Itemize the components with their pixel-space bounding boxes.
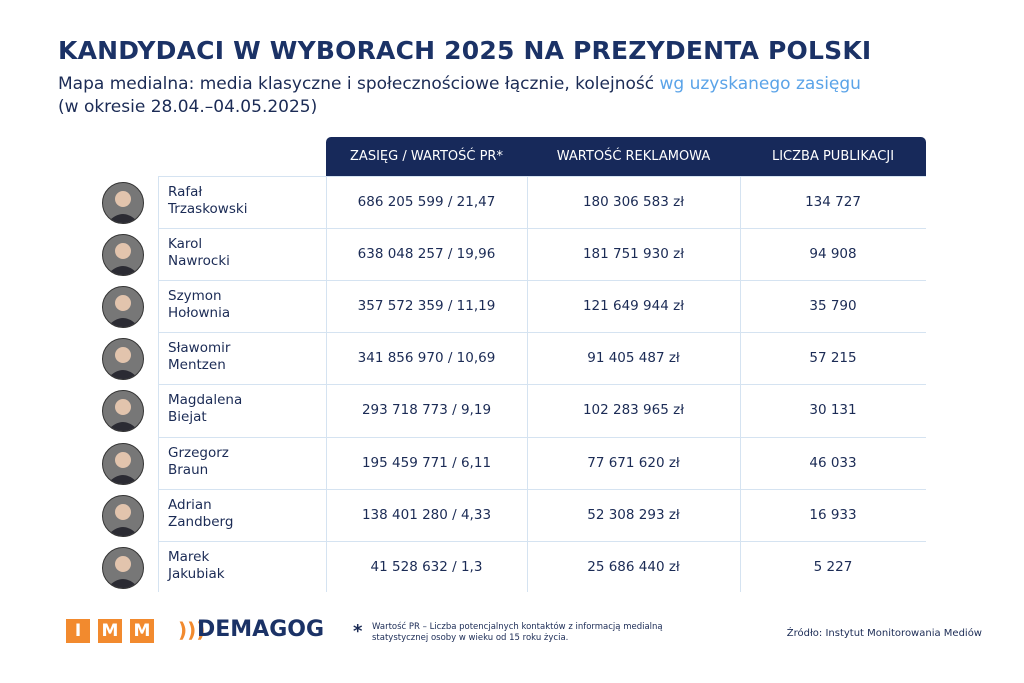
- cell: 30 131: [809, 402, 857, 419]
- row-line: [158, 488, 926, 490]
- first-name: Rafał: [168, 184, 203, 200]
- cell: 46 033: [809, 454, 857, 471]
- cell: 102 283 965 zł: [582, 402, 685, 419]
- cell: 138 401 280 / 4,33: [361, 506, 492, 523]
- cell: 195 459 771 / 6,11: [361, 454, 492, 471]
- cell: 121 649 944 zł: [582, 298, 685, 315]
- last-name: Biejat: [168, 409, 207, 426]
- cell: 25 686 440 zł: [587, 558, 680, 575]
- avatar-icon: [107, 295, 139, 328]
- last-name: Jakubiak: [168, 565, 225, 582]
- avatar: [102, 390, 144, 433]
- subtitle: Mapa medialna: media klasyczne i społecz…: [58, 74, 861, 94]
- column-line: [158, 176, 159, 592]
- avatar: [102, 546, 144, 589]
- first-name: Szymon: [168, 288, 222, 305]
- cell: 357 572 359 / 11,19: [357, 298, 496, 315]
- avatar-icon: [107, 399, 139, 432]
- row-line: [158, 384, 926, 386]
- avatar: [102, 234, 144, 277]
- demagog-logo: DEMAGOG: [197, 617, 325, 642]
- avatar: [102, 442, 144, 485]
- first-name: Karol: [168, 236, 203, 253]
- cell: 41 528 632 / 1,3: [370, 558, 483, 575]
- cell: 35 790: [809, 298, 857, 315]
- cell: 52 308 293 zł: [587, 506, 680, 523]
- demagog-icon: ))): [178, 618, 206, 642]
- candidate-name: Sławomir Mentzen: [168, 340, 230, 374]
- avatar-icon: [107, 555, 139, 588]
- candidate-name: Marek Jakubiak: [168, 549, 225, 583]
- candidate-name: Karol Nawrocki: [168, 236, 230, 270]
- last-name: Nawrocki: [168, 253, 230, 270]
- candidate-name: Adrian Zandberg: [168, 497, 233, 531]
- column-header: LICZBA PUBLIKACJI: [771, 149, 895, 164]
- cell: 57 215: [809, 350, 857, 367]
- column-line: [326, 176, 327, 592]
- candidate-name: Magdalena Biejat: [168, 392, 242, 426]
- first-name: Adrian: [168, 496, 212, 513]
- avatar-icon: [107, 191, 139, 223]
- cell: 180 306 583 zł: [582, 194, 685, 211]
- note-mark: *: [353, 621, 363, 642]
- cell: 293 718 773 / 9,19: [361, 402, 492, 419]
- imm-letter: M: [130, 619, 154, 643]
- first-name: Marek: [168, 548, 210, 565]
- row-line: [158, 176, 926, 177]
- cell: 16 933: [809, 506, 857, 523]
- avatar: [102, 286, 144, 329]
- last-name: Zandberg: [168, 513, 234, 530]
- cell: 5 227: [813, 558, 853, 575]
- avatar-icon: [107, 347, 139, 380]
- cell: 181 751 930 zł: [582, 246, 685, 263]
- column-header: WARTOŚĆ REKLAMOWA: [556, 149, 711, 164]
- row-line: [158, 436, 926, 438]
- avatar-icon: [107, 451, 139, 484]
- candidate-name: Szymon Hołownia: [168, 288, 230, 322]
- row-line: [158, 540, 926, 542]
- row-line: [158, 280, 926, 282]
- last-name: Braun: [168, 461, 209, 478]
- avatar: [102, 338, 144, 381]
- first-name: Sławomir: [168, 340, 231, 357]
- title: KANDYDACI W WYBORACH 2025 NA PREZYDENTA …: [58, 36, 872, 65]
- avatar-icon: [107, 243, 139, 276]
- row-line: [158, 332, 926, 334]
- cell: 686 205 599 / 21,47: [357, 194, 496, 211]
- imm-letter: M: [98, 619, 122, 643]
- imm-letter: I: [66, 619, 90, 643]
- cell: 134 727: [805, 194, 861, 211]
- cell: 94 908: [809, 246, 857, 263]
- source: Źródło: Instytut Monitorowania Mediów: [786, 628, 982, 639]
- period: (w okresie 28.04.–04.05.2025): [58, 97, 318, 117]
- avatar: [102, 494, 144, 537]
- column-line: [527, 176, 528, 592]
- column-line: [740, 176, 741, 592]
- last-name: Mentzen: [168, 357, 226, 374]
- first-name: Grzegorz: [168, 444, 229, 461]
- first-name: Magdalena: [168, 392, 243, 409]
- column-header: ZASIĘG / WARTOŚĆ PR*: [350, 149, 503, 164]
- row-line: [158, 228, 926, 230]
- last-name: Trzaskowski: [168, 201, 248, 217]
- subtitle-highlight: wg uzyskanego zasięgu: [659, 74, 861, 94]
- cell: 91 405 487 zł: [587, 350, 680, 367]
- last-name: Hołownia: [168, 305, 231, 322]
- avatar-icon: [107, 503, 139, 536]
- cell: 77 671 620 zł: [587, 454, 680, 471]
- subtitle-text: Mapa medialna: media klasyczne i społecz…: [58, 74, 655, 94]
- candidate-name: Rafał Trzaskowski: [168, 184, 247, 218]
- note: Wartość PR – Liczba potencjalnych kontak…: [372, 622, 663, 643]
- cell: 341 856 970 / 10,69: [357, 350, 496, 367]
- cell: 638 048 257 / 19,96: [357, 246, 496, 263]
- avatar: [102, 182, 144, 224]
- candidate-name: Grzegorz Braun: [168, 445, 229, 479]
- header-bar: [326, 137, 926, 176]
